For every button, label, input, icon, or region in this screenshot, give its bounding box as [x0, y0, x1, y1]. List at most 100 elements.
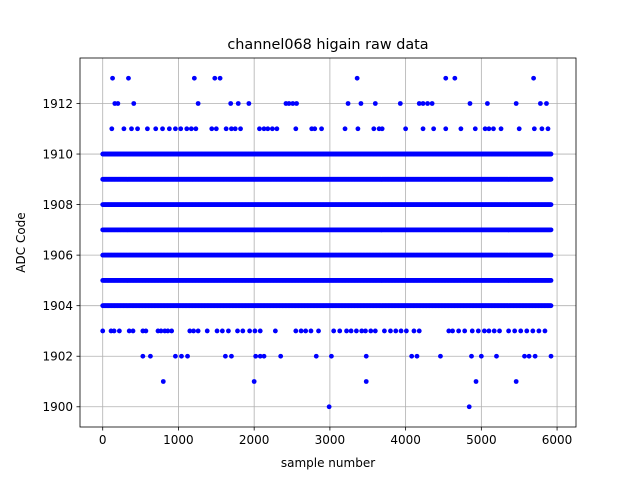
x-axis: 0 1000 2000 3000 4000 5000 6000	[99, 427, 572, 447]
data-point	[403, 328, 409, 334]
data-point	[213, 126, 219, 132]
data-point	[548, 303, 554, 309]
data-point	[240, 328, 246, 334]
data-point	[179, 353, 184, 359]
data-point	[178, 126, 184, 132]
data-point	[363, 379, 369, 384]
data-point	[358, 101, 364, 106]
data-point	[382, 328, 387, 334]
data-point	[467, 101, 473, 106]
data-point	[446, 328, 452, 334]
data-point	[100, 328, 106, 334]
data-point	[420, 101, 426, 106]
data-point	[326, 404, 332, 410]
data-point	[536, 328, 542, 334]
data-point	[491, 126, 496, 132]
data-point	[506, 328, 512, 334]
data-point	[214, 328, 220, 334]
data-point	[443, 75, 449, 81]
data-point	[414, 353, 420, 359]
data-point	[539, 126, 545, 132]
data-point	[478, 353, 484, 359]
data-point	[257, 353, 263, 359]
y-axis: 1900 1902 1904 1906 1908 1910 1912	[42, 97, 80, 414]
data-point	[368, 328, 374, 334]
data-point	[116, 328, 122, 334]
data-point	[548, 252, 554, 258]
data-point	[217, 75, 223, 81]
data-point	[531, 75, 536, 81]
data-point	[337, 328, 343, 334]
data-point	[223, 126, 229, 132]
data-point	[265, 126, 271, 132]
data-point	[486, 126, 492, 132]
x-tick-label: 3000	[315, 433, 346, 447]
data-point	[204, 328, 210, 334]
data-point	[450, 328, 455, 334]
data-point	[475, 328, 481, 334]
data-point	[491, 328, 497, 334]
data-point	[411, 328, 417, 334]
y-tick-label: 1910	[42, 147, 73, 161]
y-tick-label: 1906	[42, 248, 73, 262]
data-point	[530, 328, 536, 334]
data-point	[482, 126, 488, 132]
data-point	[209, 126, 215, 132]
data-point	[195, 328, 201, 334]
data-point	[397, 101, 403, 106]
data-point	[363, 328, 368, 334]
data-point	[403, 126, 409, 132]
data-point	[293, 328, 299, 334]
data-point	[261, 126, 267, 132]
data-point	[228, 101, 234, 106]
data-point	[486, 328, 492, 334]
x-axis-label: sample number	[281, 456, 375, 470]
y-tick-label: 1912	[42, 97, 73, 111]
data-point	[313, 353, 319, 359]
data-point	[193, 126, 199, 132]
data-point	[319, 126, 324, 132]
data-point	[513, 379, 519, 384]
data-point	[126, 328, 132, 334]
data-point	[431, 126, 437, 132]
data-point	[144, 126, 150, 132]
data-point	[443, 126, 449, 132]
data-point	[298, 328, 304, 334]
data-point	[363, 353, 369, 359]
data-point	[130, 328, 136, 334]
data-point	[372, 101, 378, 106]
data-point	[416, 101, 422, 106]
data-point	[420, 126, 426, 132]
data-point	[344, 328, 349, 334]
data-point	[348, 328, 354, 334]
data-point	[398, 328, 404, 334]
y-tick-label: 1908	[42, 198, 73, 212]
data-point	[184, 126, 190, 132]
x-tick-label: 6000	[542, 433, 573, 447]
data-point	[272, 328, 278, 334]
data-point	[278, 353, 284, 359]
data-point	[485, 101, 490, 106]
data-point	[191, 75, 197, 81]
data-point	[355, 126, 361, 132]
data-point	[388, 328, 393, 334]
data-point	[232, 126, 238, 132]
data-point	[126, 75, 131, 81]
x-tick-label: 0	[99, 433, 107, 447]
data-point	[261, 353, 267, 359]
data-point	[544, 101, 549, 106]
data-point	[329, 353, 334, 359]
data-point	[498, 126, 504, 132]
data-point	[121, 126, 127, 132]
chart-title: channel068 higain raw data	[227, 37, 428, 53]
data-point	[494, 353, 499, 359]
data-point	[253, 353, 259, 359]
data-point	[452, 75, 458, 81]
data-point	[542, 328, 548, 334]
data-point	[416, 328, 422, 334]
data-point	[129, 126, 134, 132]
data-point	[294, 101, 299, 106]
data-point	[185, 353, 190, 359]
y-tick-label: 1904	[42, 299, 73, 313]
